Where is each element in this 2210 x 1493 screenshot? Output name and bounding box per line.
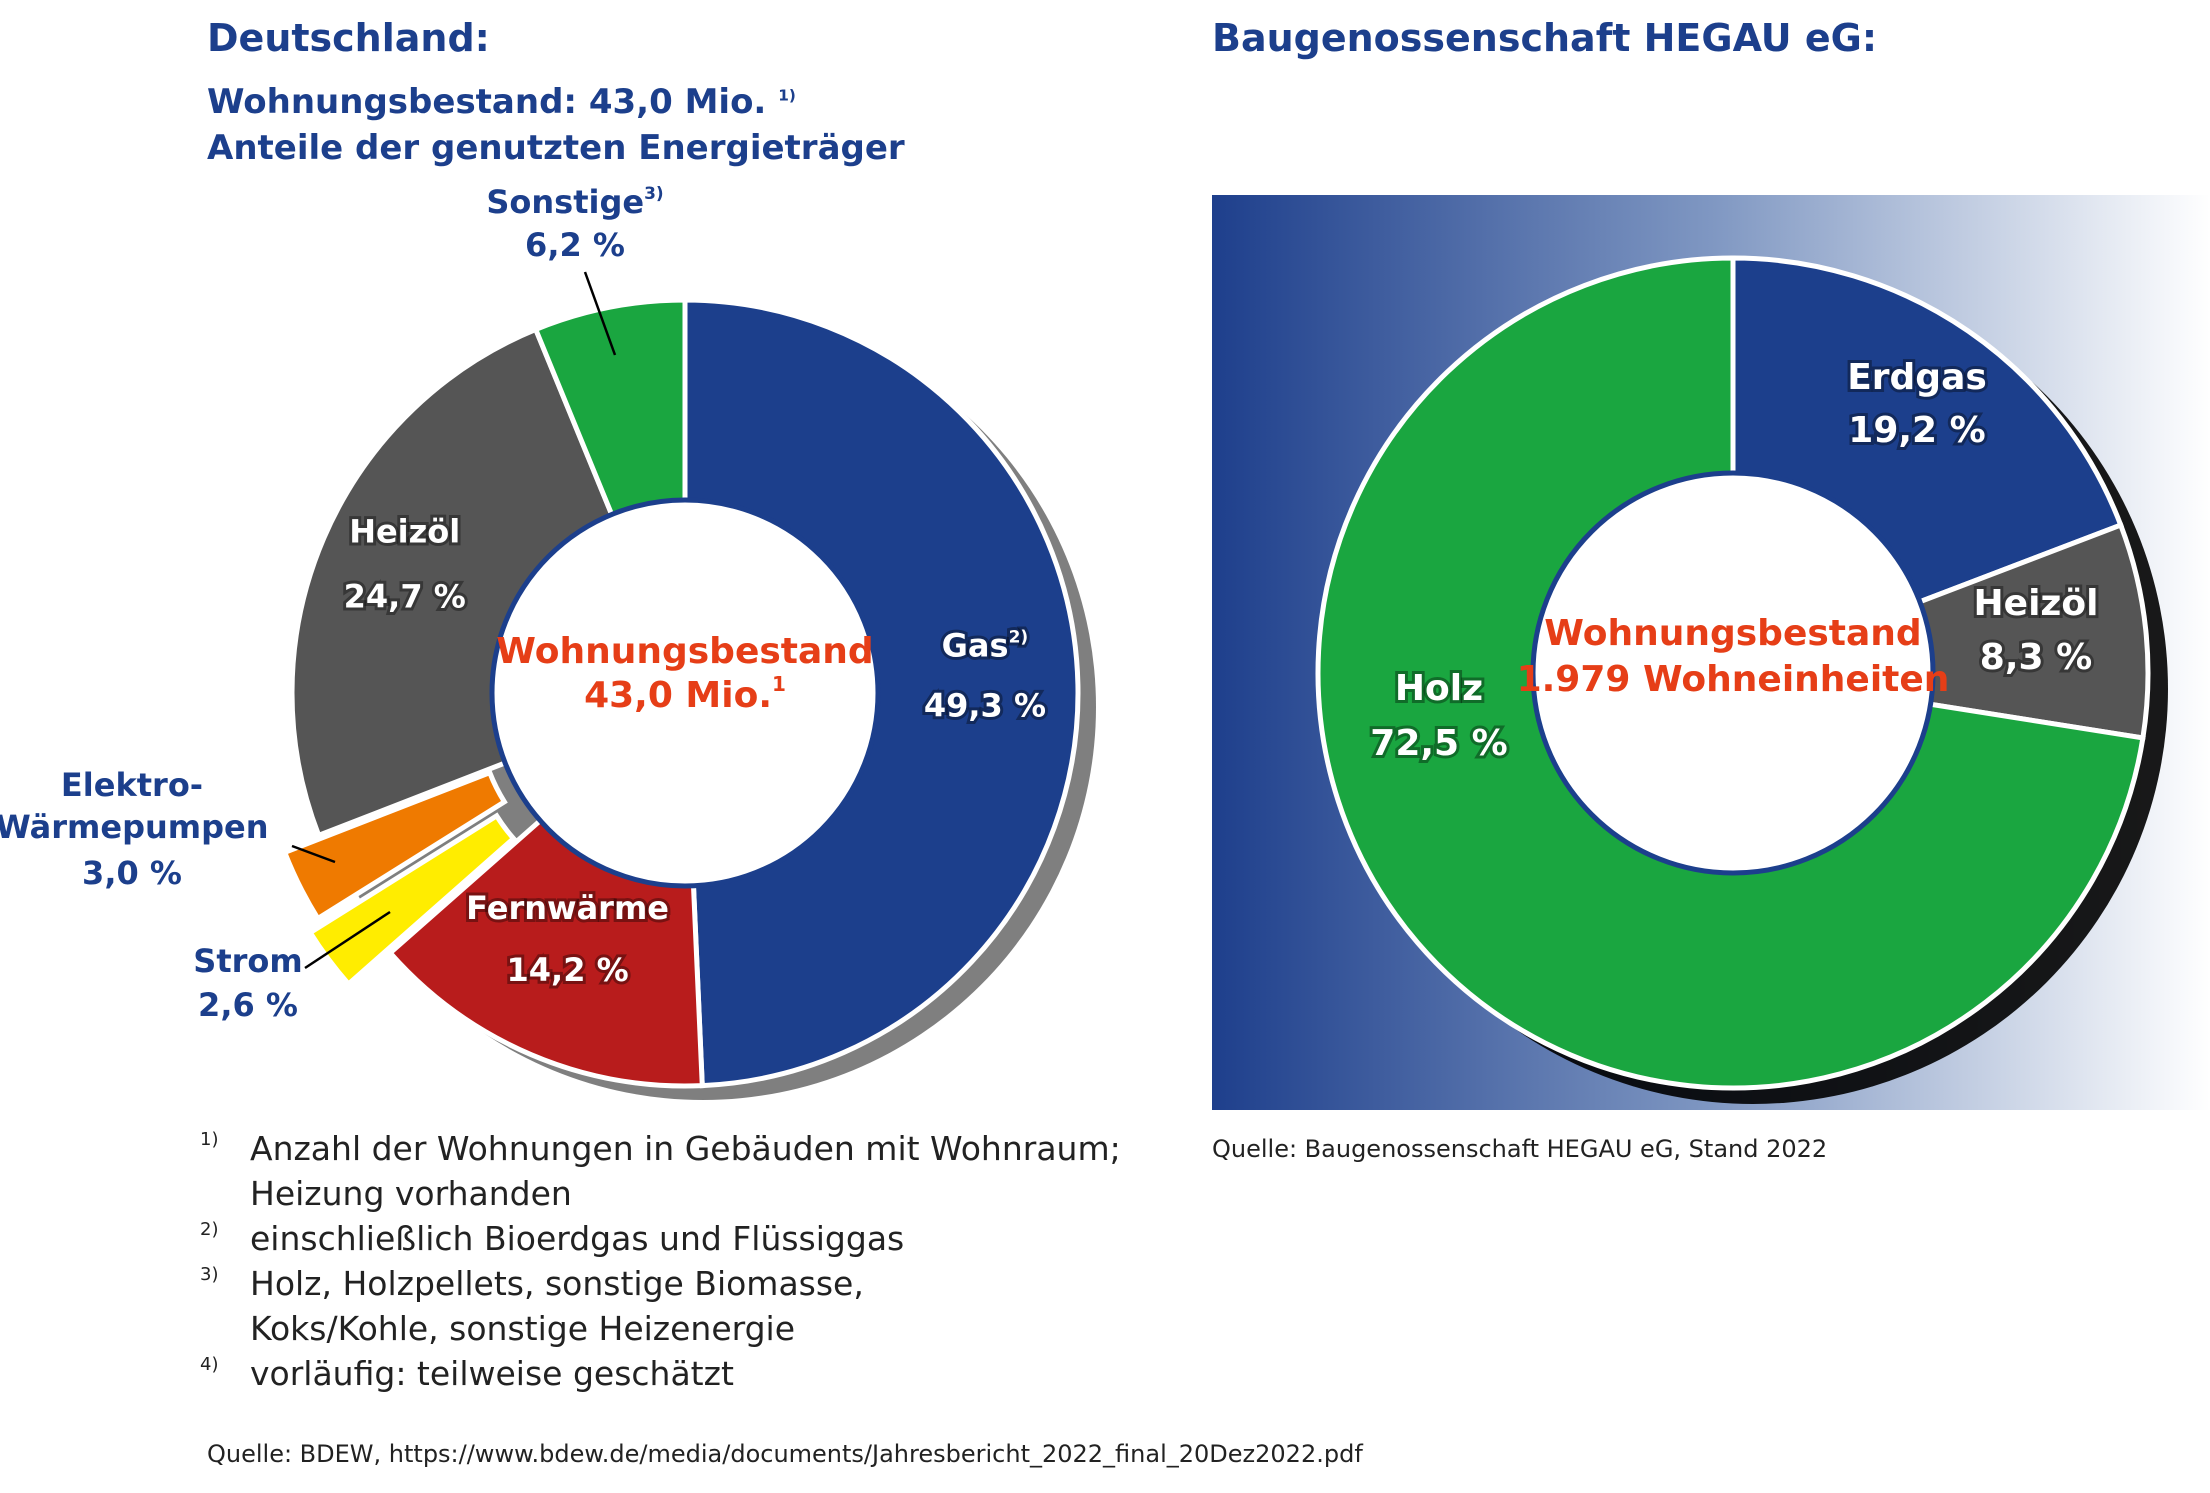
left-slice-strom xyxy=(306,812,518,988)
left-value-elektro: 3,0 % xyxy=(82,854,182,892)
left-value-strom: 2,6 % xyxy=(198,986,298,1024)
leader-line-strom xyxy=(304,910,391,970)
right-label-holz: Holz xyxy=(1395,668,1483,709)
left-value-sonstige: 6,2 % xyxy=(525,226,625,264)
right-value-erdgas: 19,2 % xyxy=(1848,410,1985,451)
left-slice-elektro-wärmepumpen xyxy=(281,769,508,922)
footnote-text: einschließlich Bioerdgas und Flüssiggas xyxy=(250,1219,905,1258)
footnote-3: 3) Holz, Holzpellets, sonstige Biomasse, … xyxy=(200,1261,1250,1351)
footnote-ref: 1 xyxy=(772,672,786,696)
left-chart-title: Deutschland: xyxy=(207,16,490,60)
source-left: Quelle: BDEW, https://www.bdew.de/media/… xyxy=(207,1440,1363,1468)
left-label-fernwärme: Fernwärme xyxy=(466,889,669,927)
left-subtitle-footnote-ref: 1) xyxy=(778,86,796,105)
right-donut-hole xyxy=(1530,470,1936,876)
footnote-ref: 3) xyxy=(644,184,664,204)
leader-line-sonstige xyxy=(583,271,617,356)
leader-line-elektro xyxy=(291,844,336,864)
left-label-elektro-line1: Elektro- xyxy=(61,766,203,804)
footnote-number: 3) xyxy=(200,1264,219,1285)
right-label-erdgas: Erdgas xyxy=(1847,357,1987,398)
left-label-elektro-line2: Wärmepumpen xyxy=(0,808,269,846)
right-center-line2: 1.979 Wohneinheiten xyxy=(1517,659,1950,700)
footnote-ref: 2) xyxy=(1009,627,1029,647)
left-label-strom: Strom xyxy=(193,942,302,980)
left-label-sonstige: Sonstige3) xyxy=(486,183,663,221)
right-center-line1: Wohnungsbestand xyxy=(1544,613,1921,654)
footnote-4: 4) vorläufig: teilweise geschätzt xyxy=(200,1351,1250,1396)
footnote-1: 1) Anzahl der Wohnungen in Gebäuden mit W… xyxy=(200,1126,1250,1216)
footnote-number: 1) xyxy=(200,1129,219,1150)
left-center-line1: Wohnungsbestand xyxy=(496,631,873,672)
footnote-number: 4) xyxy=(200,1354,219,1375)
left-subtitle-line1: Wohnungsbestand: 43,0 Mio. 1) xyxy=(207,82,796,122)
footnote-text: Holz, Holzpellets, sonstige Biomasse, Ko… xyxy=(250,1264,864,1348)
left-label-heizöl: Heizöl xyxy=(349,513,460,551)
left-value-fernwärme: 14,2 % xyxy=(507,951,629,989)
left-subtitle-line2: Anteile der genutzten Energieträger xyxy=(207,128,905,168)
left-donut-hole xyxy=(489,497,881,889)
right-label-heizöl: Heizöl xyxy=(1974,583,2099,624)
left-value-gas: 49,3 % xyxy=(924,686,1046,724)
footnote-number: 2) xyxy=(200,1219,219,1240)
right-value-holz: 72,5 % xyxy=(1370,723,1507,764)
footnote-text: Anzahl der Wohnungen in Gebäuden mit Woh… xyxy=(250,1129,1121,1213)
left-center-line2: 43,0 Mio.1 xyxy=(584,672,786,716)
right-chart-title: Baugenossenschaft HEGAU eG: xyxy=(1212,16,1878,60)
left-subtitle-text: Wohnungsbestand: 43,0 Mio. xyxy=(207,82,767,122)
footnotes: 1) Anzahl der Wohnungen in Gebäuden mit W… xyxy=(200,1126,1250,1396)
right-value-heizöl: 8,3 % xyxy=(1980,637,2092,678)
left-value-heizöl: 24,7 % xyxy=(344,578,466,616)
source-right: Quelle: Baugenossenschaft HEGAU eG, Stan… xyxy=(1212,1135,1828,1163)
footnote-text: vorläufig: teilweise geschätzt xyxy=(250,1354,734,1393)
footnote-2: 2) einschließlich Bioerdgas und Flüssigga… xyxy=(200,1216,1250,1261)
